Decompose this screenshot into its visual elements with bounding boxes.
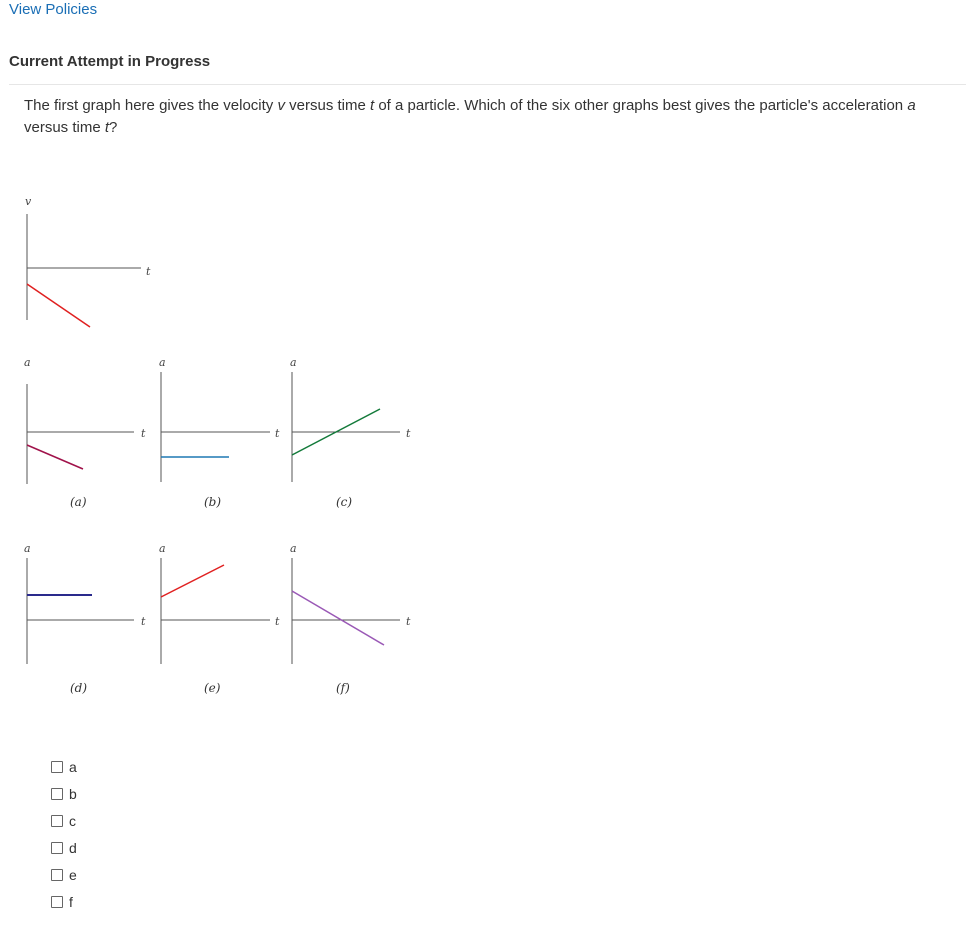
attempt-heading: Current Attempt in Progress [9, 53, 211, 70]
choice-a-label: a [69, 758, 77, 775]
graph-c-line [291, 408, 381, 456]
graph-e: a t (e) [159, 542, 280, 695]
divider [9, 84, 966, 85]
graph-a-caption: (a) [70, 495, 87, 509]
graph-f-caption: (f) [336, 681, 350, 695]
graph-b-x-label: t [275, 427, 280, 440]
choice-d-label: d [69, 839, 77, 856]
velocity-graph-line [26, 283, 91, 328]
graph-b-y-label: a [159, 356, 166, 369]
graph-d: a t (d) [24, 542, 146, 695]
choice-a[interactable]: a [51, 753, 77, 780]
graph-f: a t (f) [290, 542, 411, 695]
choice-c[interactable]: c [51, 807, 77, 834]
choice-f[interactable]: f [51, 888, 77, 915]
graph-c-y-label: a [290, 356, 297, 369]
choice-b-label: b [69, 785, 77, 802]
graph-b: a t (b) [159, 356, 280, 509]
graph-d-y-label: a [24, 542, 31, 555]
choice-c-checkbox[interactable] [51, 814, 63, 827]
choice-b-checkbox[interactable] [51, 787, 63, 800]
graph-c-x-label: t [406, 427, 411, 440]
choice-b[interactable]: b [51, 780, 77, 807]
graph-e-line [160, 564, 225, 598]
choice-f-checkbox[interactable] [51, 895, 63, 908]
graph-f-line [291, 590, 385, 646]
graph-e-x-label: t [275, 615, 280, 628]
answer-choices: a b c d e f [51, 753, 77, 915]
velocity-graph-y-label: v [25, 195, 32, 208]
view-policies-link[interactable]: View Policies [9, 1, 98, 18]
velocity-graph: v t [25, 195, 151, 328]
graph-c: a t (c) [290, 356, 411, 509]
choice-d-checkbox[interactable] [51, 841, 63, 854]
graph-d-caption: (d) [70, 681, 87, 695]
choice-e-label: e [69, 866, 77, 883]
graph-f-x-label: t [406, 615, 411, 628]
choice-e[interactable]: e [51, 861, 77, 888]
graph-b-caption: (b) [204, 495, 221, 509]
graph-a-line [26, 444, 84, 470]
graph-c-caption: (c) [336, 495, 352, 509]
graph-f-y-label: a [290, 542, 297, 555]
choice-d[interactable]: d [51, 834, 77, 861]
graph-a: a t (a) [24, 356, 146, 509]
graph-a-x-label: t [141, 427, 146, 440]
velocity-graph-x-label: t [146, 265, 151, 278]
choice-e-checkbox[interactable] [51, 868, 63, 881]
graph-d-x-label: t [141, 615, 146, 628]
choice-f-label: f [69, 893, 73, 910]
graph-e-y-label: a [159, 542, 166, 555]
graphs-figure: v t a t (a) a t (b) a t (c) a t ( [24, 195, 411, 695]
question-text: The first graph here gives the velocity … [24, 97, 916, 136]
graph-e-caption: (e) [204, 681, 221, 695]
choice-c-label: c [69, 812, 76, 829]
choice-a-checkbox[interactable] [51, 760, 63, 773]
graph-a-y-label: a [24, 356, 31, 369]
